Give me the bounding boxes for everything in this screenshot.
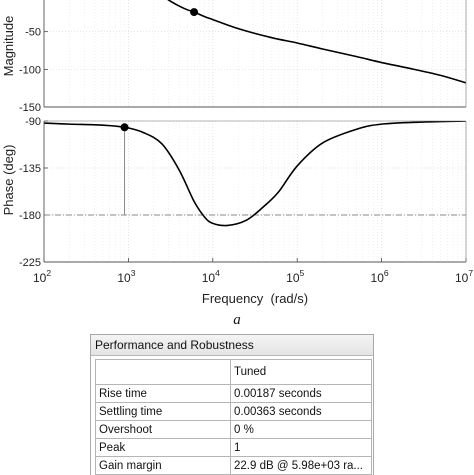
margin-marker [120, 123, 129, 132]
metric-value: 0 % [230, 420, 372, 439]
y-tick-label: -150 [19, 102, 41, 114]
x-tick-label: 104 [202, 268, 220, 285]
table-row[interactable]: Rise time 0.00187 seconds [95, 384, 372, 403]
metric-label: Rise time [95, 384, 231, 403]
metric-label: Peak [95, 438, 231, 457]
panel-title: Performance and Robustness [91, 335, 373, 356]
table-row[interactable]: Settling time 0.00363 seconds [95, 402, 372, 421]
x-tick-label: 103 [117, 268, 135, 285]
table-header-row: Tuned [95, 359, 372, 385]
x-tick-label: 107 [455, 268, 473, 285]
frequency-axis-label: Frequency (rad/s) [202, 291, 308, 306]
margin-marker [190, 8, 199, 17]
y-tick-label: -135 [19, 163, 41, 175]
metric-value: 0.00363 seconds [230, 402, 372, 421]
magnitude-axes: -50 -100 -150 [19, 0, 467, 114]
y-tick-label: -90 [25, 116, 41, 128]
plot-background [44, 121, 466, 262]
figure-caption: a [233, 312, 241, 328]
y-tick-label: -100 [19, 64, 41, 76]
panel-body: Tuned Rise time 0.00187 seconds Settling… [95, 359, 372, 475]
metric-value: 22.9 dB @ 5.98e+03 ra... [230, 456, 372, 475]
y-tick-label: -180 [19, 210, 41, 222]
magnitude-axis-label: Magnitude [1, 16, 16, 77]
plot-background [44, 0, 466, 107]
table-row[interactable]: Gain margin 22.9 dB @ 5.98e+03 ra... [95, 456, 372, 475]
x-tick-label: 106 [371, 268, 389, 285]
metric-value: 0.00187 seconds [230, 384, 372, 403]
metric-label: Overshoot [95, 420, 231, 439]
y-tick-label: -225 [19, 257, 41, 269]
x-tick-label: 105 [286, 268, 304, 285]
x-tick-label: 102 [33, 268, 51, 285]
series-line [167, 0, 466, 84]
table-row[interactable]: Peak 1 [95, 438, 372, 457]
column-header-tuned[interactable]: Tuned [230, 359, 372, 385]
y-tick-label: -50 [25, 27, 41, 39]
performance-panel: Performance and Robustness Tuned Rise ti… [90, 334, 374, 475]
phase-axis-label: Phase (deg) [1, 145, 16, 216]
metric-label: Gain margin [95, 456, 231, 475]
performance-table: Tuned Rise time 0.00187 seconds Settling… [95, 359, 372, 475]
table-row[interactable]: Overshoot 0 % [95, 420, 372, 439]
metric-label: Settling time [95, 402, 231, 421]
header-blank-cell [95, 359, 231, 385]
metric-value: 1 [230, 438, 372, 457]
